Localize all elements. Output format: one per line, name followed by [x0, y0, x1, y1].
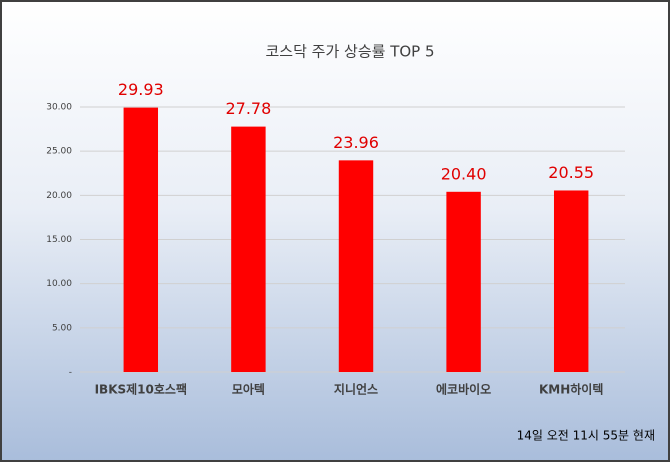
value-label: 20.40 — [441, 164, 487, 183]
bar — [123, 107, 159, 372]
y-tick-label: 30.00 — [46, 103, 72, 113]
chart-title: 코스닥 주가 상승률 TOP 5 — [265, 43, 434, 61]
bar — [553, 190, 589, 372]
bar — [338, 160, 374, 372]
value-label: 27.78 — [225, 99, 271, 118]
x-tick-label: KMH하이텍 — [539, 382, 603, 397]
value-label: 23.96 — [333, 133, 379, 152]
x-tick-label: 에코바이오 — [436, 382, 491, 397]
y-tick-label: 10.00 — [46, 279, 72, 289]
y-tick-label: 25.00 — [46, 147, 72, 157]
annotation: 14일 오전 11시 55분 현재 — [517, 429, 655, 443]
value-label: 20.55 — [548, 163, 594, 182]
y-tick-label: 15.00 — [46, 235, 72, 245]
bar — [231, 126, 266, 372]
x-tick-label: IBKS제10호스팩 — [95, 382, 187, 397]
x-tick-label: 모아텍 — [232, 382, 265, 397]
value-label: 29.93 — [118, 80, 164, 99]
y-tick-label: 5.00 — [52, 323, 72, 333]
y-tick-label: 20.00 — [46, 191, 72, 201]
bar — [446, 191, 481, 372]
x-tick-label: 지니언스 — [334, 382, 378, 397]
y-tick-label: - — [69, 368, 72, 378]
